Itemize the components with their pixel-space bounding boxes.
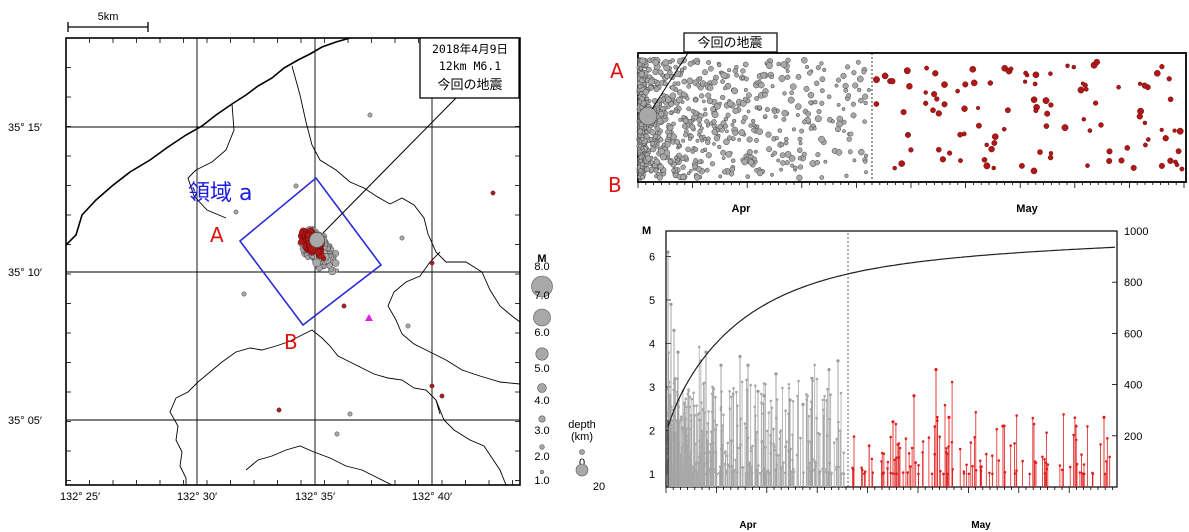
annotation-leader [322, 97, 457, 234]
mag-legend-symbol [531, 275, 553, 298]
lat-label-3: 35° 05′ [8, 415, 42, 427]
mag-legend-value: 2.0 [534, 451, 549, 463]
mt-y-left-tick: 6 [649, 252, 655, 264]
xs-label-b: B [608, 173, 622, 197]
mt-bars [666, 250, 1111, 487]
mag-legend-symbol [538, 415, 546, 423]
depth-legend-unit: (km) [571, 431, 593, 443]
mt-y-right-tick: 200 [1124, 431, 1142, 443]
mag-legend-value: 3.0 [534, 425, 549, 437]
mag-legend-symbol [539, 444, 545, 450]
lon-label-4: 132° 40′ [412, 491, 452, 503]
mt-plot-frame [665, 230, 1118, 488]
depth-legend-dot-0 [579, 449, 585, 455]
mt-y-left-tick: 4 [649, 339, 655, 351]
scale-label: 5km [98, 11, 119, 23]
mt-y-left-tick: 1 [649, 469, 655, 481]
region-box [238, 176, 383, 327]
graticule [66, 38, 520, 485]
annotation-date: 2018年4月9日 [432, 42, 508, 56]
mag-legend-value: 1.0 [534, 475, 549, 487]
mt-y-left-tick: 3 [649, 382, 655, 394]
point-a-label: A [210, 223, 224, 247]
mainshock-symbol [309, 232, 325, 248]
annotation-box [419, 37, 520, 99]
depth-legend: depth (km) 0 20 [568, 419, 605, 493]
region-label: 領域 a [188, 181, 252, 206]
mt-y-left-title: M [642, 225, 651, 237]
magnitude-legend: M 8.0 7.0 6.0 5.0 4.0 3.0 2.0 1.0 [531, 253, 553, 487]
lon-label-3: 132° 35′ [295, 491, 335, 503]
coastline [65, 37, 521, 486]
lon-label-1: 132° 25′ [60, 491, 100, 503]
xs-leader [651, 52, 689, 110]
lon-label-2: 132° 30′ [177, 491, 217, 503]
mag-legend-value: 6.0 [534, 327, 549, 339]
annotation-desc: 今回の地震 [437, 77, 502, 93]
mag-legend-value: 4.0 [534, 395, 549, 407]
cross-section-events [636, 56, 1185, 181]
cumulative-curve [667, 246, 1116, 487]
xs-month-may: May [1016, 203, 1038, 215]
annotation-depth-mag: 12km M6.1 [439, 59, 501, 73]
lat-label-1: 35° 15′ [8, 122, 42, 134]
mt-month-apr: Apr [739, 520, 756, 531]
lat-label-2: 35° 10′ [8, 267, 42, 279]
xs-label-a: A [610, 59, 624, 83]
map-epicenters [233, 112, 496, 437]
xs-callout: 今回の地震 [697, 35, 762, 51]
map-panel: 5km [8, 11, 521, 503]
mag-legend-symbol [537, 383, 547, 393]
mt-month-may: May [971, 520, 991, 531]
mag-legend-symbol [533, 308, 551, 327]
cross-section-panel: 今回の地震 A B Apr May [608, 32, 1187, 215]
map-frame [65, 37, 521, 486]
mag-legend-symbol [539, 469, 544, 474]
xs-mainshock [638, 106, 658, 126]
mag-legend-value: 7.0 [534, 290, 549, 302]
mt-y-left-tick: 5 [649, 295, 655, 307]
mt-plot-panel: M 6 5 4 3 2 1 1000 800 600 400 200 Apr May [642, 225, 1148, 531]
mt-y-right-tick: 1000 [1124, 226, 1148, 238]
point-b-label: B [284, 330, 298, 354]
depth-legend-20: 20 [593, 481, 605, 493]
mag-legend-symbol [535, 347, 549, 361]
mag-legend-value: 8.0 [534, 261, 549, 273]
mt-y-right-tick: 800 [1124, 277, 1142, 289]
mt-y-right-tick: 400 [1124, 380, 1142, 392]
xs-callout-box [683, 32, 778, 53]
mt-y-left-tick: 2 [649, 425, 655, 437]
mt-y-right-tick: 600 [1124, 328, 1142, 340]
mag-legend-value: 5.0 [534, 363, 549, 375]
station-triangle [365, 314, 373, 321]
depth-legend-0: 0 [579, 457, 585, 469]
mag-legend-title: M [537, 253, 546, 265]
depth-legend-title: depth [568, 419, 596, 431]
depth-legend-dot-20 [575, 463, 589, 477]
xs-month-apr: Apr [732, 203, 752, 215]
